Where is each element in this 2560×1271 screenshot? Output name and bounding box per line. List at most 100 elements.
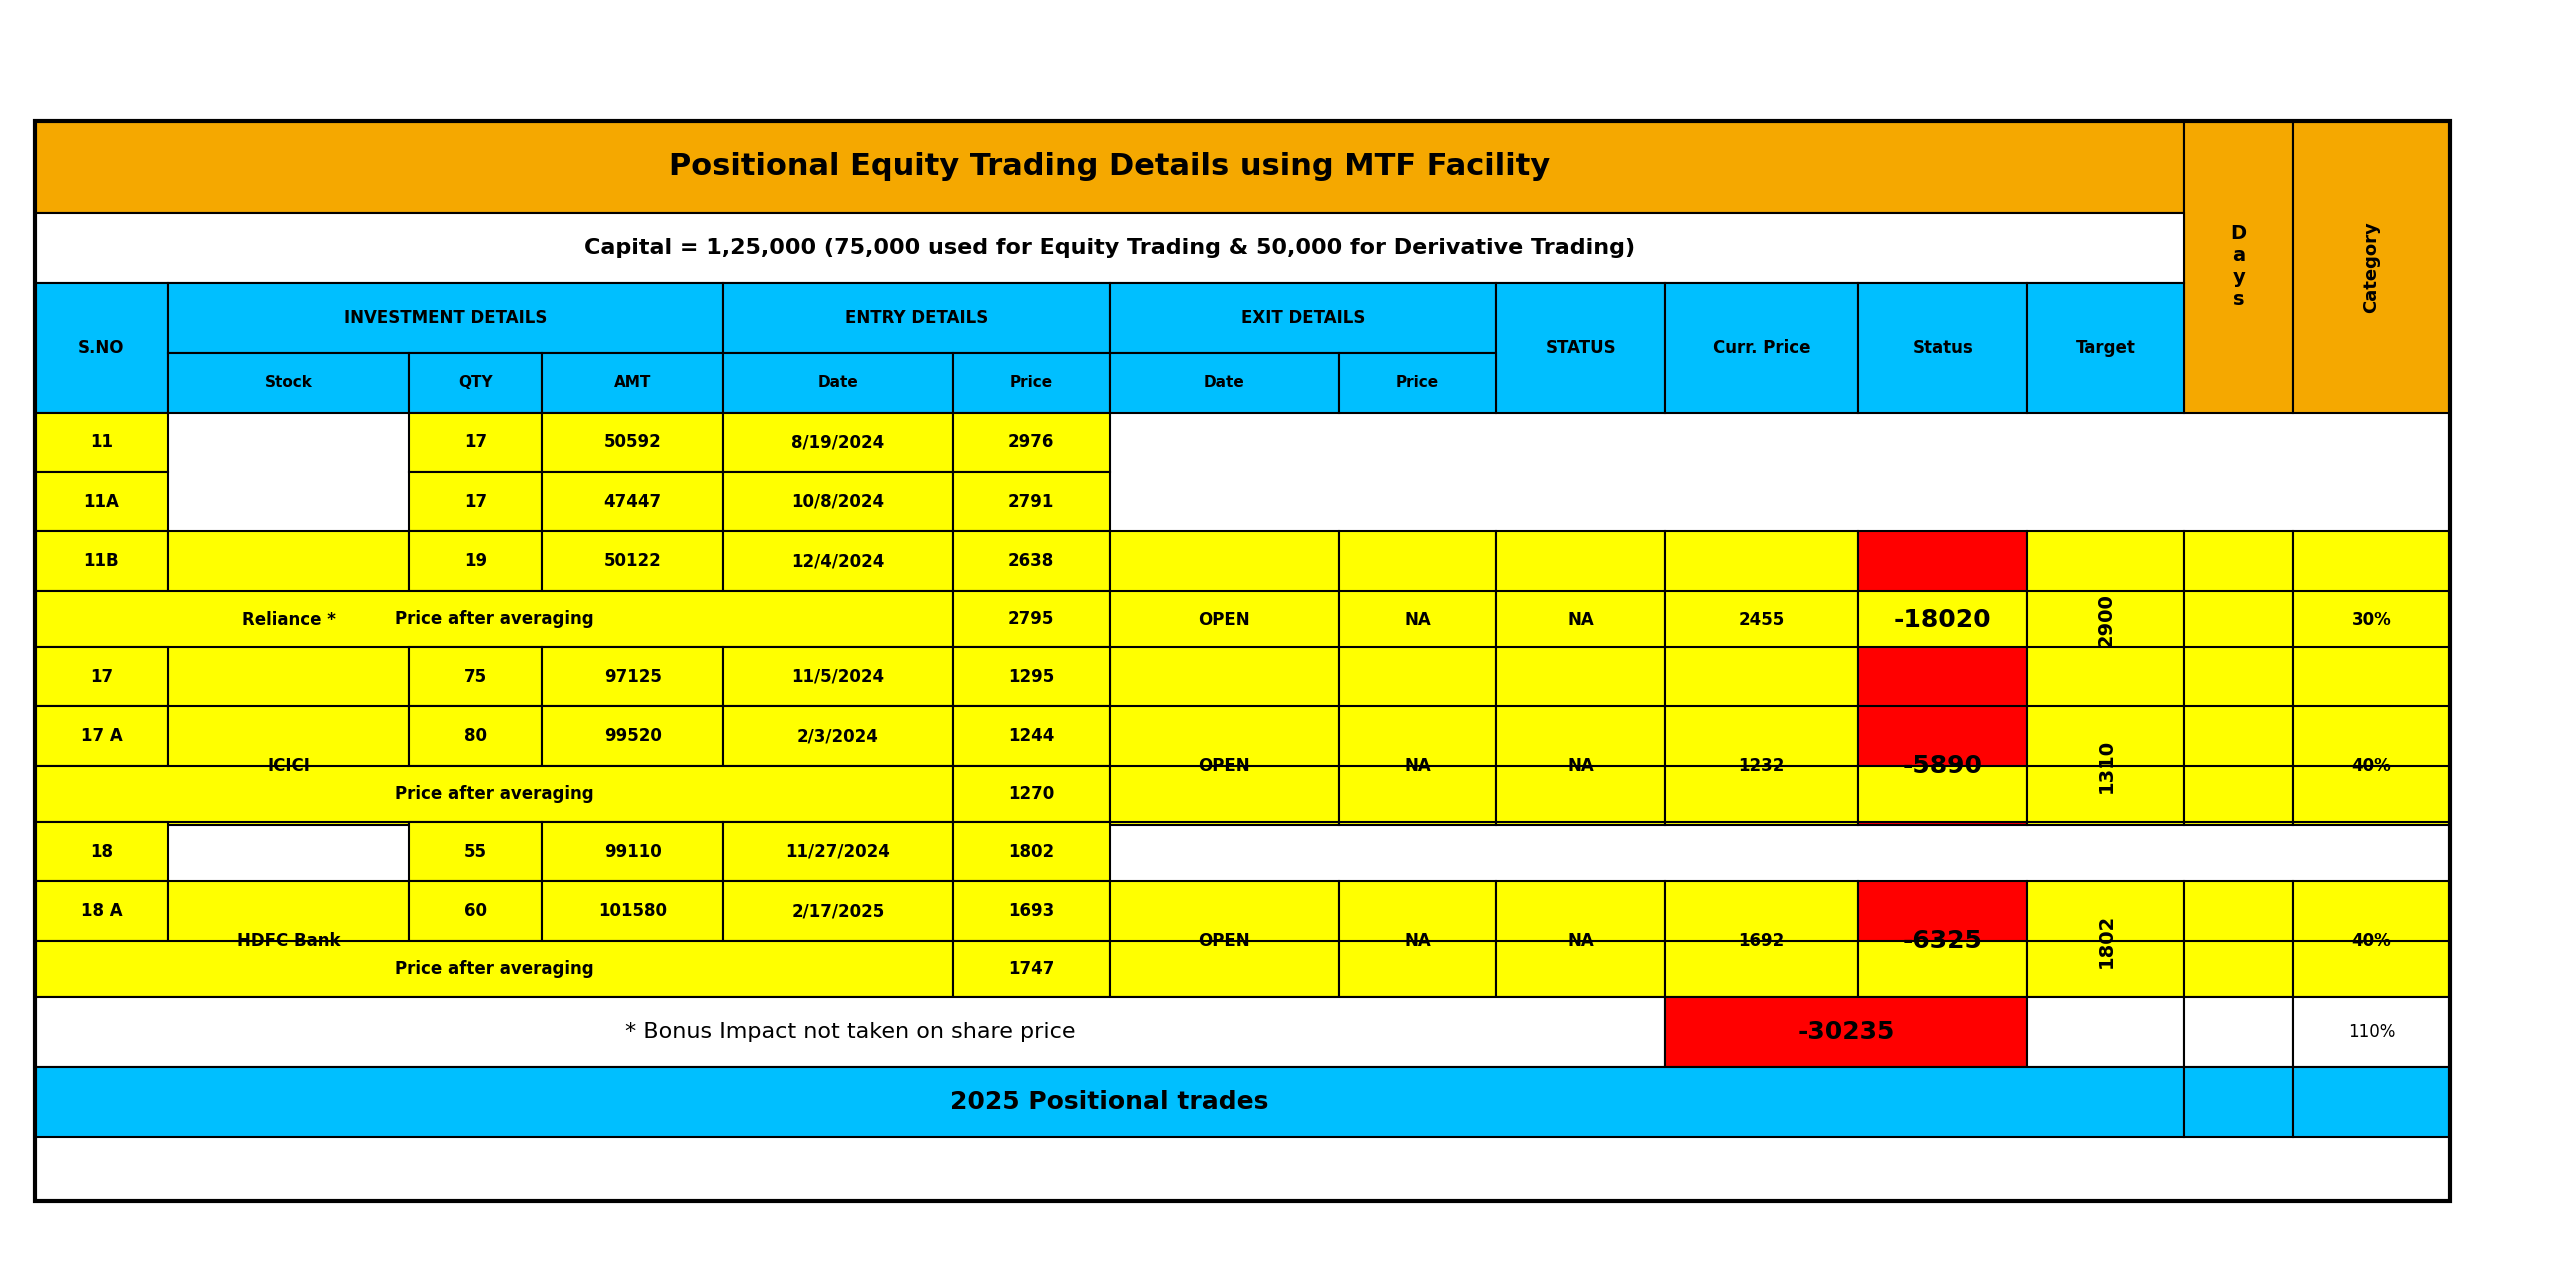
Text: 1747: 1747 [1009, 960, 1055, 977]
Text: AMT: AMT [614, 375, 650, 390]
Text: STATUS: STATUS [1546, 339, 1615, 357]
Bar [2184, 591, 2294, 647]
Text: HDFC Bank: HDFC Bank [238, 932, 340, 949]
Bar [724, 413, 952, 472]
Bar [36, 1068, 2184, 1138]
Bar [36, 472, 169, 531]
Bar [410, 353, 543, 413]
Text: 12/4/2024: 12/4/2024 [791, 552, 886, 571]
Bar [2294, 1068, 2450, 1138]
Bar [1859, 591, 2028, 647]
Text: 2/3/2024: 2/3/2024 [796, 727, 878, 745]
Bar [1108, 941, 1339, 996]
Bar [952, 881, 1108, 941]
Bar [543, 413, 724, 472]
Text: NA: NA [1567, 756, 1595, 775]
Text: NA: NA [1567, 932, 1595, 949]
Bar [952, 707, 1108, 765]
Text: NA: NA [1405, 756, 1431, 775]
Bar [543, 531, 724, 591]
Bar [36, 121, 2184, 212]
Text: 11/27/2024: 11/27/2024 [786, 843, 891, 860]
Bar [2184, 1068, 2294, 1138]
Bar [1664, 881, 1859, 1000]
Text: NA: NA [1405, 611, 1431, 629]
Bar [2294, 531, 2450, 709]
Text: OPEN: OPEN [1198, 611, 1249, 629]
Bar [410, 413, 543, 472]
Text: Reliance *: Reliance * [241, 611, 335, 629]
Bar [543, 472, 724, 531]
Text: 55: 55 [463, 843, 486, 860]
Bar [36, 881, 169, 941]
Text: Curr. Price: Curr. Price [1713, 339, 1810, 357]
Text: INVESTMENT DETAILS: INVESTMENT DETAILS [343, 309, 548, 327]
Text: 17: 17 [90, 667, 113, 685]
Text: QTY: QTY [458, 375, 494, 390]
Bar [36, 413, 169, 472]
Bar [410, 822, 543, 881]
Text: 1295: 1295 [1009, 667, 1055, 685]
Bar [410, 881, 543, 941]
Text: Positional Equity Trading Details using MTF Facility: Positional Equity Trading Details using … [668, 153, 1551, 182]
Bar [1495, 591, 1664, 647]
Bar [1339, 591, 1495, 647]
Bar [2184, 941, 2294, 996]
Text: 110%: 110% [2348, 1023, 2396, 1041]
Text: 2795: 2795 [1009, 610, 1055, 628]
Bar [2028, 765, 2184, 822]
Bar [1495, 941, 1664, 996]
Bar [2184, 707, 2294, 825]
Bar [1664, 996, 2028, 1068]
Bar [2028, 941, 2184, 996]
Text: 11: 11 [90, 433, 113, 451]
Bar [36, 941, 952, 996]
Text: 1802: 1802 [1009, 843, 1055, 860]
Bar [543, 822, 724, 881]
Bar [724, 283, 1108, 353]
Text: 2/17/2025: 2/17/2025 [791, 902, 886, 920]
Text: 99110: 99110 [604, 843, 660, 860]
Bar [2184, 996, 2294, 1068]
Bar [1495, 531, 1664, 709]
Bar [36, 591, 952, 647]
Bar [36, 212, 2184, 283]
Text: Price: Price [1395, 375, 1439, 390]
Bar [1495, 881, 1664, 1000]
Text: 1310: 1310 [2097, 738, 2115, 793]
Text: Price after averaging: Price after averaging [394, 960, 594, 977]
Text: 2025 Positional trades: 2025 Positional trades [950, 1091, 1270, 1115]
Bar [36, 283, 169, 413]
Text: 1232: 1232 [1738, 756, 1784, 775]
Bar [1859, 283, 2028, 413]
Bar [724, 472, 952, 531]
Bar [36, 647, 169, 707]
Text: 1692: 1692 [1738, 932, 1784, 949]
Bar [1108, 531, 1339, 709]
Bar [410, 531, 543, 591]
Text: 1270: 1270 [1009, 784, 1055, 803]
Text: ICICI: ICICI [266, 756, 310, 775]
Bar [1108, 707, 1339, 825]
Bar [36, 531, 169, 591]
Text: 17 A: 17 A [79, 727, 123, 745]
Bar [1495, 707, 1664, 825]
Text: 97125: 97125 [604, 667, 660, 685]
Bar [1859, 941, 2028, 996]
Bar [1859, 765, 2028, 822]
Text: 8/19/2024: 8/19/2024 [791, 433, 886, 451]
Text: NA: NA [1567, 611, 1595, 629]
Bar [2184, 881, 2294, 1000]
Bar [543, 707, 724, 765]
Text: 2638: 2638 [1009, 552, 1055, 571]
Text: 11A: 11A [84, 493, 120, 511]
Bar [1495, 765, 1664, 822]
Text: 2455: 2455 [1738, 611, 1784, 629]
Text: 11/5/2024: 11/5/2024 [791, 667, 886, 685]
Bar [2294, 765, 2450, 822]
Bar [724, 707, 952, 765]
Text: 1802: 1802 [2097, 914, 2115, 967]
Bar [1339, 881, 1495, 1000]
Text: 1244: 1244 [1009, 727, 1055, 745]
Text: 50122: 50122 [604, 552, 660, 571]
